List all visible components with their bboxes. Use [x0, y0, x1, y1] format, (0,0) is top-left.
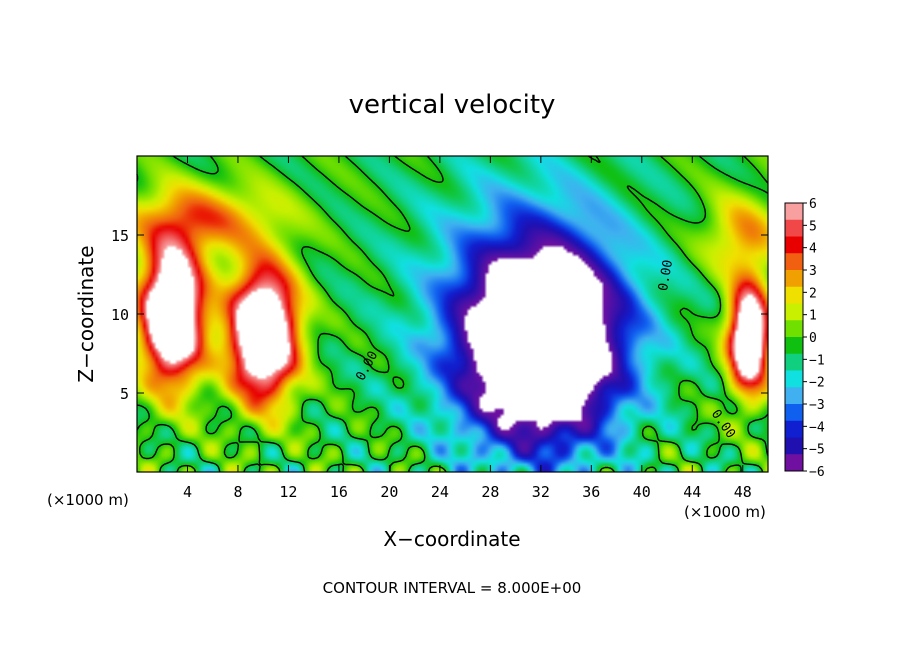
x-unit-label-right: (×1000 m) — [684, 503, 766, 521]
colorbar: 6 5 4 3 2 1 0 −1 −2 −3 −4 −5 −6 — [784, 197, 825, 480]
colorbar-swatch — [785, 454, 803, 472]
colorbar-tick-label: −5 — [809, 443, 825, 458]
colorbar-tick-label: −3 — [809, 398, 825, 413]
colorbar-swatch — [785, 370, 803, 388]
y-axis-label: Z−coordinate — [74, 245, 98, 382]
colorbar-swatch — [785, 203, 803, 221]
x-axis-ticks: 4 8 12 16 20 24 28 32 36 40 44 48 — [183, 156, 752, 501]
colorbar-tick-label: 5 — [809, 219, 817, 234]
x-tick-label: 44 — [683, 483, 701, 501]
colorbar-swatch — [785, 420, 803, 438]
colorbar-tick-label: −1 — [809, 353, 825, 368]
colorbar-swatch — [785, 253, 803, 271]
x-tick-label: 16 — [330, 483, 348, 501]
colorbar-swatch — [785, 320, 803, 338]
colorbar-tick-label: 6 — [809, 197, 817, 212]
colorbar-swatch — [785, 353, 803, 371]
colorbar-tick-label: 2 — [809, 286, 817, 301]
colorbar-tick-label: 4 — [809, 242, 817, 257]
colorbar-tick-label: 3 — [809, 264, 817, 279]
colorbar-tick-label: −6 — [809, 465, 825, 480]
x-tick-label: 48 — [734, 483, 752, 501]
x-axis-label: X−coordinate — [383, 527, 520, 551]
x-tick-label: 20 — [380, 483, 398, 501]
colorbar-tick-label: 1 — [809, 309, 817, 324]
y-tick-label: 5 — [120, 385, 129, 403]
colorbar-swatch — [785, 236, 803, 254]
x-tick-label: 12 — [279, 483, 297, 501]
x-tick-label: 8 — [233, 483, 242, 501]
colorbar-swatch — [785, 337, 803, 355]
x-tick-label: 36 — [582, 483, 600, 501]
x-unit-label-left: (×1000 m) — [47, 491, 129, 509]
y-tick-label: 15 — [111, 227, 129, 245]
colorbar-tick-label: −4 — [809, 420, 825, 435]
colorbar-swatch — [785, 270, 803, 288]
y-tick-label: 10 — [111, 306, 129, 324]
chart-title: vertical velocity — [349, 90, 556, 120]
x-tick-label: 32 — [532, 483, 550, 501]
contour-interval-note: CONTOUR INTERVAL = 8.000E+00 — [323, 579, 582, 597]
x-tick-label: 4 — [183, 483, 192, 501]
colorbar-swatch — [785, 303, 803, 321]
velocity-field-heatmap — [137, 156, 768, 472]
y-axis-ticks: 5 10 15 — [111, 227, 768, 403]
x-tick-label: 28 — [481, 483, 499, 501]
colorbar-tick-label: −2 — [809, 376, 825, 391]
colorbar-swatch — [785, 286, 803, 304]
x-tick-label: 40 — [633, 483, 651, 501]
contour-label: 0.00 — [656, 259, 676, 292]
colorbar-tick-label: 0 — [809, 331, 817, 346]
colorbar-swatch — [785, 219, 803, 237]
x-tick-label: 24 — [431, 483, 449, 501]
colorbar-swatch — [785, 437, 803, 455]
colorbar-swatch — [785, 387, 803, 405]
colorbar-swatch — [785, 404, 803, 422]
